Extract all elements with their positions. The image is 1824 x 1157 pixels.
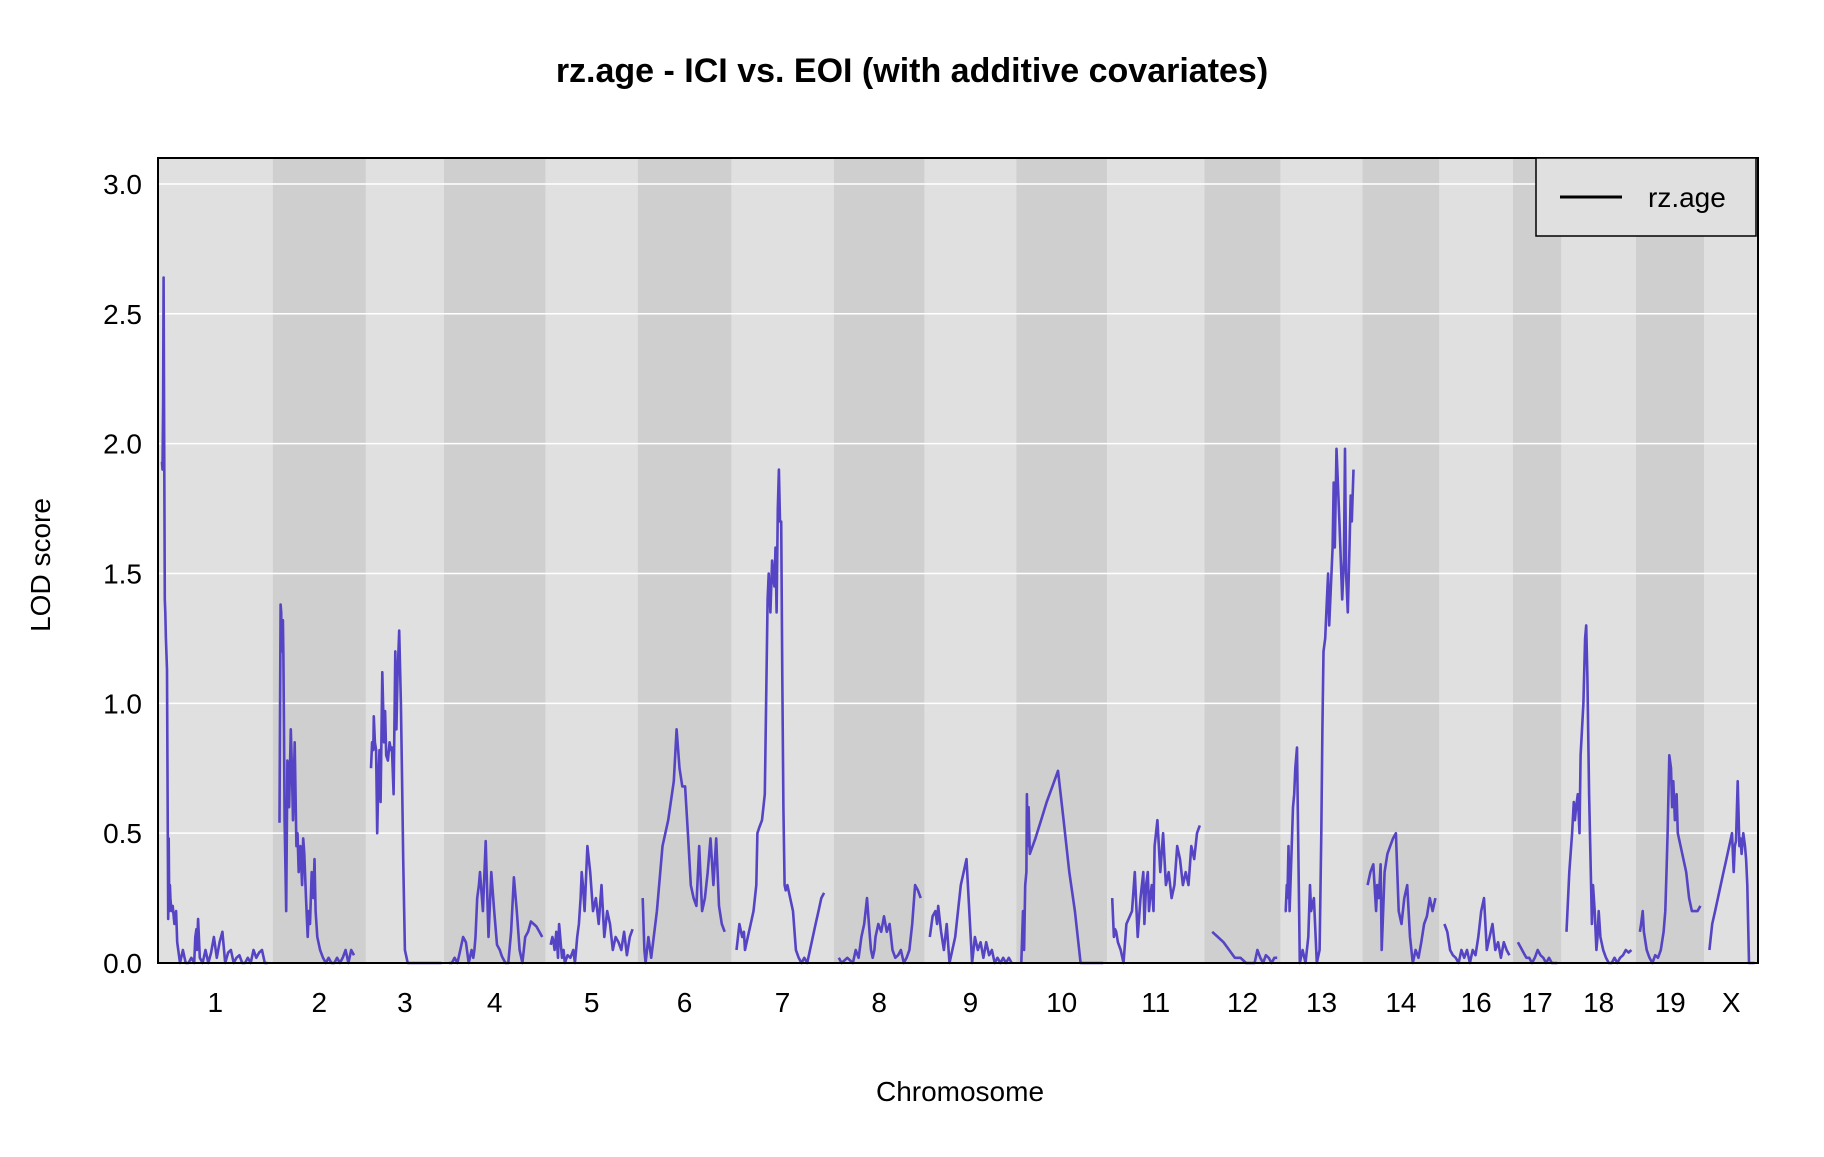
x-tick-label-chr-6: 6	[677, 987, 693, 1018]
x-tick-label-chr-9: 9	[963, 987, 979, 1018]
y-tick-label: 2.5	[103, 299, 142, 330]
chromosome-band-8	[833, 158, 925, 963]
chromosome-band-3	[365, 158, 444, 963]
x-axis-label: Chromosome	[876, 1076, 1044, 1107]
lod-line-chr-9	[928, 857, 1013, 965]
y-axis-label: LOD score	[25, 498, 56, 632]
y-tick-label: 2.0	[103, 429, 142, 460]
x-tick-label-chr-7: 7	[775, 987, 791, 1018]
lod-line-chr-16	[1443, 896, 1511, 965]
lod-line-chr-14	[1366, 831, 1437, 965]
y-tick-label: 0.5	[103, 818, 142, 849]
lod-line-chr-13	[1284, 447, 1355, 965]
x-tick-label-chr-3: 3	[397, 987, 413, 1018]
legend-label: rz.age	[1648, 182, 1726, 213]
chromosome-band-16	[1439, 158, 1513, 963]
chromosome-bands	[158, 158, 1758, 963]
chromosome-band-18	[1561, 158, 1636, 963]
x-tick-label-chr-19: 19	[1655, 987, 1686, 1018]
x-tick-label-chr-X: X	[1722, 987, 1741, 1018]
x-tick-label-chr-17: 17	[1522, 987, 1553, 1018]
chromosome-band-10	[1016, 158, 1108, 963]
chromosome-band-14	[1362, 158, 1440, 963]
plot-frame	[157, 157, 1759, 964]
x-tick-label-chr-11: 11	[1141, 987, 1170, 1018]
x-tick-label-chr-2: 2	[312, 987, 328, 1018]
x-tick-label-chr-18: 18	[1583, 987, 1614, 1018]
lod-line-chr-8	[837, 883, 922, 965]
chromosome-band-17	[1512, 158, 1562, 963]
chromosome-band-1	[158, 158, 273, 963]
x-tick-label-chr-4: 4	[487, 987, 503, 1018]
x-tick-label-chr-5: 5	[584, 987, 600, 1018]
chromosome-band-6	[637, 158, 732, 963]
chart-title: rz.age - ICI vs. EOI (with additive cova…	[556, 52, 1268, 90]
lod-line-chr-19	[1638, 753, 1702, 965]
lod-line-chr-4	[449, 839, 544, 965]
y-tick-label: 1.0	[103, 688, 142, 719]
x-tick-label-chr-12: 12	[1227, 987, 1258, 1018]
y-tick-label: 0.0	[103, 948, 142, 979]
lod-line-chr-7	[735, 468, 826, 965]
chromosome-band-12	[1204, 158, 1281, 963]
x-tick-label-chr-16: 16	[1461, 987, 1492, 1018]
y-axis-ticks: 0.0 0.5 1.0 1.5 2.0 2.5 3.0	[103, 169, 142, 979]
x-axis-ticks: 1 2 3 4 5 6 7 8 9 10 11 12 13 14 16 17 18 19 X	[208, 987, 1741, 1018]
x-tick-label-chr-14: 14	[1385, 987, 1416, 1018]
chromosome-band-X	[1704, 158, 1758, 963]
x-tick-label-chr-1: 1	[208, 987, 224, 1018]
chromosome-band-2	[272, 158, 366, 963]
chromosome-band-5	[545, 158, 638, 963]
lod-line-chr-6	[641, 727, 726, 965]
x-tick-label-chr-10: 10	[1046, 987, 1077, 1018]
lod-line-chr-18	[1565, 624, 1633, 965]
x-tick-label-chr-13: 13	[1306, 987, 1337, 1018]
y-tick-label: 3.0	[103, 169, 142, 200]
y-tick-label: 1.5	[103, 558, 142, 589]
x-tick-label-chr-8: 8	[871, 987, 887, 1018]
chromosome-band-4	[443, 158, 546, 963]
legend: rz.age	[1535, 157, 1757, 237]
chromosome-band-9	[924, 158, 1017, 963]
lod-line-chr-5	[549, 844, 634, 965]
lod-line-chr-17	[1516, 941, 1558, 965]
chromosome-band-19	[1635, 158, 1705, 963]
